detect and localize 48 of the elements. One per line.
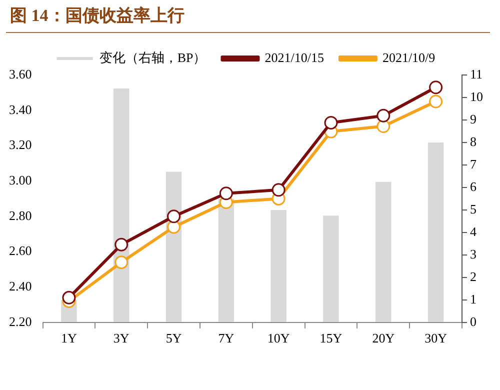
- y2-tick-label: 9: [470, 111, 476, 126]
- y2-tick-label: 7: [470, 156, 477, 172]
- bar: [376, 182, 392, 322]
- point: [167, 210, 181, 224]
- point: [272, 183, 286, 197]
- x-tick-label: 3Y: [113, 330, 130, 346]
- y2-tick-label: 2: [470, 268, 476, 284]
- point: [324, 116, 338, 130]
- point: [376, 108, 390, 122]
- x-tick-label: 5Y: [166, 330, 182, 346]
- point: [429, 94, 443, 108]
- y2-tick-label: 11: [470, 66, 483, 82]
- y2-tick-label: 5: [470, 201, 476, 216]
- bar: [218, 198, 234, 322]
- y-tick-label: 3.00: [9, 172, 32, 188]
- point: [114, 256, 128, 270]
- point: [62, 290, 76, 304]
- point: [219, 186, 233, 200]
- legend-label: 2021/10/9: [382, 50, 436, 65]
- x-tick-label: 1Y: [61, 330, 78, 346]
- bar: [114, 88, 130, 322]
- y-tick-label: 2.80: [9, 208, 32, 223]
- bar: [270, 210, 286, 322]
- legend-label: 2021/10/15: [264, 50, 324, 65]
- x-tick-label: 30Y: [424, 330, 448, 346]
- y2-tick-label: 3: [470, 246, 476, 262]
- x-tick-label: 7Y: [218, 330, 235, 346]
- bar: [428, 142, 444, 322]
- y-tick-label: 2.20: [9, 314, 32, 329]
- x-tick-label: 15Y: [320, 330, 343, 346]
- y-tick-label: 2.60: [9, 243, 32, 258]
- y2-tick-label: 0: [470, 314, 476, 329]
- point: [114, 238, 128, 252]
- y-tick-label: 3.60: [9, 66, 32, 82]
- y2-tick-label: 1: [470, 291, 476, 306]
- y-tick-label: 3.40: [9, 102, 32, 117]
- x-tick-label: 20Y: [372, 330, 396, 346]
- y-tick-label: 2.40: [9, 278, 32, 294]
- x-tick-label: 10Y: [267, 330, 290, 346]
- legend-label: 变化（右轴，BP）: [99, 50, 206, 65]
- y2-tick-label: 6: [470, 178, 477, 194]
- point: [429, 80, 443, 94]
- bar: [323, 216, 339, 322]
- y2-tick-label: 4: [470, 224, 477, 239]
- y2-tick-label: 10: [470, 88, 483, 104]
- chart-title: 图 14：国债收益率上行: [10, 5, 184, 27]
- y2-tick-label: 8: [470, 134, 476, 149]
- y-tick-label: 3.20: [9, 137, 32, 152]
